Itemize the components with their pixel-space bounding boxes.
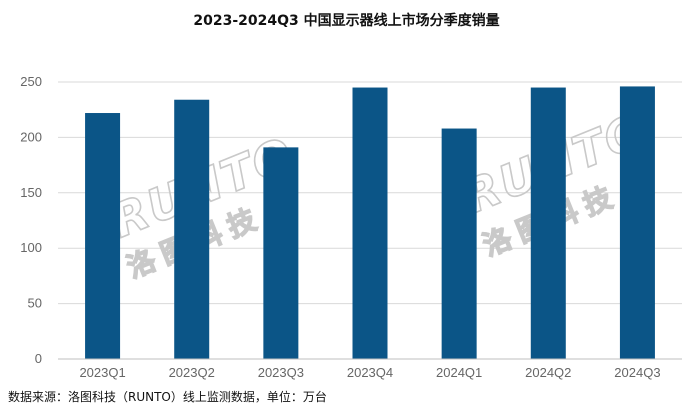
- x-tick-label: 2024Q3: [614, 365, 660, 380]
- x-axis-ticks: 2023Q1 2023Q2 2023Q3 2023Q4 2024Q1 2024Q2 2024…: [79, 365, 660, 380]
- y-tick-label: 250: [20, 74, 42, 89]
- x-tick-label: 2023Q2: [169, 365, 215, 380]
- bars: [85, 86, 655, 359]
- x-tick-label: 2024Q1: [436, 365, 482, 380]
- x-tick-label: 2023Q3: [258, 365, 304, 380]
- y-tick-label: 50: [28, 296, 42, 311]
- y-tick-label: 150: [20, 185, 42, 200]
- y-axis-ticks: 0 50 100 150 200 250: [20, 74, 42, 366]
- bar-2023Q4: [352, 87, 388, 359]
- source-note: 数据来源：洛图科技（RUNTO）线上监测数据，单位：万台: [8, 390, 327, 404]
- chart-title: 2023-2024Q3 中国显示器线上市场分季度销量: [193, 13, 500, 29]
- y-tick-label: 200: [20, 129, 42, 144]
- bar-2023Q1: [85, 113, 121, 359]
- bar-2024Q1: [441, 128, 477, 359]
- x-tick-label: 2024Q2: [525, 365, 571, 380]
- y-tick-label: 100: [20, 240, 42, 255]
- x-tick-label: 2023Q1: [79, 365, 125, 380]
- bar-2023Q2: [174, 99, 210, 359]
- bar-2024Q3: [619, 86, 655, 359]
- y-tick-label: 0: [35, 351, 42, 366]
- x-tick-label: 2023Q4: [347, 365, 393, 380]
- bar-2024Q2: [530, 87, 566, 359]
- bar-2023Q3: [263, 147, 299, 359]
